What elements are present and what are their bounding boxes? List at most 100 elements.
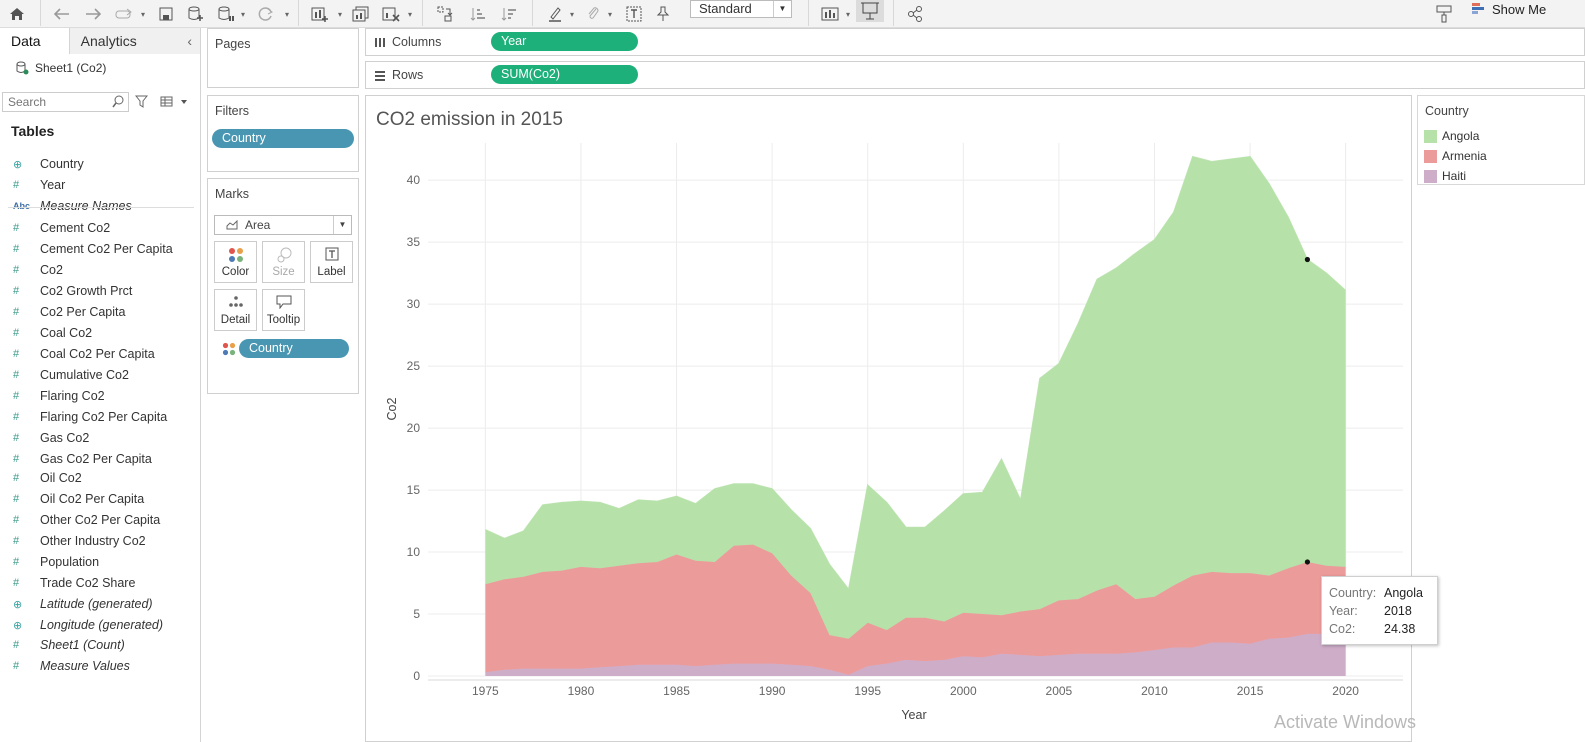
clear-sheet-icon[interactable] bbox=[380, 3, 402, 25]
sort-ascending-icon[interactable] bbox=[467, 3, 489, 25]
replay-icon[interactable] bbox=[113, 3, 135, 25]
field-item[interactable]: # Cement Co2 bbox=[0, 218, 196, 238]
field-item[interactable]: # Sheet1 (Count) bbox=[0, 635, 196, 655]
field-name: Co2 Growth Prct bbox=[40, 284, 133, 298]
field-item[interactable]: # Year bbox=[0, 175, 196, 195]
show-cards-dropdown-icon[interactable]: ▾ bbox=[845, 9, 850, 19]
datasource-item[interactable]: Sheet1 (Co2) bbox=[0, 54, 200, 82]
area-series-angola[interactable] bbox=[485, 156, 1346, 639]
area-series-armenia[interactable] bbox=[485, 544, 1346, 675]
field-item[interactable]: # Population bbox=[0, 552, 196, 572]
pause-updates-icon[interactable] bbox=[216, 3, 236, 25]
format-painter-icon[interactable] bbox=[1433, 3, 1455, 25]
sort-descending-icon[interactable] bbox=[498, 3, 520, 25]
clear-sheet-dropdown-icon[interactable]: ▾ bbox=[407, 9, 412, 19]
field-item[interactable]: ⊕ Latitude (generated) bbox=[0, 594, 196, 614]
redo-icon[interactable] bbox=[83, 3, 103, 25]
field-item[interactable]: # Flaring Co2 bbox=[0, 386, 196, 406]
columns-shelf[interactable]: Columns Year bbox=[365, 28, 1585, 56]
area-chart[interactable]: 0 5 10 15 20 25 30 35 40 1975 1980 1985 1990 1995 2000… bbox=[366, 96, 1411, 741]
field-item[interactable]: ⊕ Longitude (generated) bbox=[0, 615, 196, 635]
marks-pill-country[interactable]: Country bbox=[239, 339, 349, 358]
save-icon[interactable] bbox=[156, 3, 176, 25]
y-tick-label: 15 bbox=[407, 483, 421, 497]
x-axis-title: Year bbox=[901, 708, 926, 722]
show-me-button[interactable]: Show Me bbox=[1472, 0, 1546, 18]
field-item[interactable]: ⊕ Country bbox=[0, 154, 196, 174]
worksheet-view[interactable]: CO2 emission in 2015 0 5 10 15 20 25 30 35 40 197… bbox=[365, 95, 1412, 742]
pages-card[interactable]: Pages bbox=[207, 28, 359, 88]
replay-dropdown-icon[interactable]: ▾ bbox=[140, 9, 145, 19]
label-button[interactable]: Label bbox=[310, 241, 353, 283]
field-item[interactable]: # Coal Co2 bbox=[0, 323, 196, 343]
filters-card[interactable]: Filters Country bbox=[207, 95, 359, 172]
datasource-dropdown-icon[interactable]: ▾ bbox=[240, 9, 245, 19]
collapse-pane-icon[interactable]: ‹ bbox=[187, 33, 192, 49]
filter-pill-country[interactable]: Country bbox=[212, 129, 354, 148]
rows-pill-sum-co2[interactable]: SUM(Co2) bbox=[491, 65, 638, 84]
field-search-row bbox=[2, 92, 198, 112]
legend-item-angola[interactable]: Angola bbox=[1424, 127, 1479, 145]
field-item[interactable]: # Other Co2 Per Capita bbox=[0, 510, 196, 530]
field-name: Longitude (generated) bbox=[40, 618, 164, 632]
mark-type-value: Area bbox=[245, 218, 271, 232]
filter-icon[interactable] bbox=[135, 95, 148, 108]
new-worksheet-icon[interactable] bbox=[308, 3, 332, 25]
group-members-icon[interactable] bbox=[583, 3, 603, 25]
highlight-icon[interactable] bbox=[545, 3, 565, 25]
field-name: Trade Co2 Share bbox=[40, 576, 136, 590]
view-options-icon[interactable] bbox=[160, 95, 190, 108]
field-item[interactable]: # Gas Co2 Per Capita bbox=[0, 449, 196, 469]
fit-select[interactable]: Standard ▼ bbox=[690, 0, 792, 18]
group-dropdown-icon[interactable]: ▾ bbox=[607, 9, 612, 19]
field-item[interactable]: # Other Industry Co2 bbox=[0, 531, 196, 551]
tooltip-key: Country: bbox=[1329, 586, 1377, 600]
legend-item-haiti[interactable]: Haiti bbox=[1424, 167, 1466, 185]
new-worksheet-dropdown-icon[interactable]: ▾ bbox=[337, 9, 342, 19]
swap-rows-columns-icon[interactable] bbox=[434, 3, 456, 25]
area-series-haiti[interactable] bbox=[485, 633, 1346, 676]
color-legend[interactable]: Country Angola Armenia Haiti bbox=[1417, 95, 1585, 185]
share-icon[interactable] bbox=[904, 3, 926, 25]
duplicate-sheet-icon[interactable] bbox=[350, 3, 372, 25]
field-item[interactable]: # Cumulative Co2 bbox=[0, 365, 196, 385]
undo-icon[interactable] bbox=[52, 3, 72, 25]
tooltip-button[interactable]: Tooltip bbox=[262, 289, 305, 331]
tab-data[interactable]: Data bbox=[0, 28, 70, 54]
show-mark-labels-icon[interactable] bbox=[623, 3, 645, 25]
field-item[interactable]: # Trade Co2 Share bbox=[0, 573, 196, 593]
highlight-dropdown-icon[interactable]: ▾ bbox=[569, 9, 574, 19]
field-item[interactable]: # Oil Co2 bbox=[0, 468, 196, 488]
field-item[interactable]: Abc Measure Names bbox=[0, 196, 196, 216]
search-input[interactable] bbox=[2, 92, 129, 112]
tab-analytics[interactable]: Analytics ‹ bbox=[69, 28, 200, 54]
field-item[interactable]: # Measure Values bbox=[0, 656, 196, 676]
field-item[interactable]: # Co2 Growth Prct bbox=[0, 281, 196, 301]
x-tick-label: 1995 bbox=[854, 684, 881, 698]
hash-icon: # bbox=[13, 285, 20, 297]
field-item[interactable]: # Flaring Co2 Per Capita bbox=[0, 407, 196, 427]
fix-axes-icon[interactable] bbox=[652, 3, 674, 25]
size-button[interactable]: Size bbox=[262, 241, 305, 283]
field-item[interactable]: # Oil Co2 Per Capita bbox=[0, 489, 196, 509]
tooltip-key: Year: bbox=[1329, 604, 1358, 618]
field-item[interactable]: # Co2 Per Capita bbox=[0, 302, 196, 322]
home-icon[interactable] bbox=[6, 3, 28, 25]
legend-item-armenia[interactable]: Armenia bbox=[1424, 147, 1487, 165]
refresh-dropdown-icon[interactable]: ▾ bbox=[284, 9, 289, 19]
field-item[interactable]: # Co2 bbox=[0, 260, 196, 280]
tooltip-icon bbox=[263, 295, 304, 312]
field-item[interactable]: # Gas Co2 bbox=[0, 428, 196, 448]
field-item[interactable]: # Coal Co2 Per Capita bbox=[0, 344, 196, 364]
refresh-icon[interactable] bbox=[255, 3, 277, 25]
search-icon[interactable] bbox=[112, 95, 125, 108]
rows-shelf[interactable]: Rows SUM(Co2) bbox=[365, 61, 1585, 89]
field-item[interactable]: # Cement Co2 Per Capita bbox=[0, 239, 196, 259]
columns-pill-year[interactable]: Year bbox=[491, 32, 638, 51]
mark-type-select[interactable]: Area ▼ bbox=[214, 215, 352, 235]
detail-button[interactable]: Detail bbox=[214, 289, 257, 331]
color-button[interactable]: Color bbox=[214, 241, 257, 283]
new-datasource-icon[interactable] bbox=[186, 3, 206, 25]
presentation-mode-button[interactable] bbox=[856, 0, 884, 22]
show-cards-icon[interactable] bbox=[818, 3, 844, 25]
